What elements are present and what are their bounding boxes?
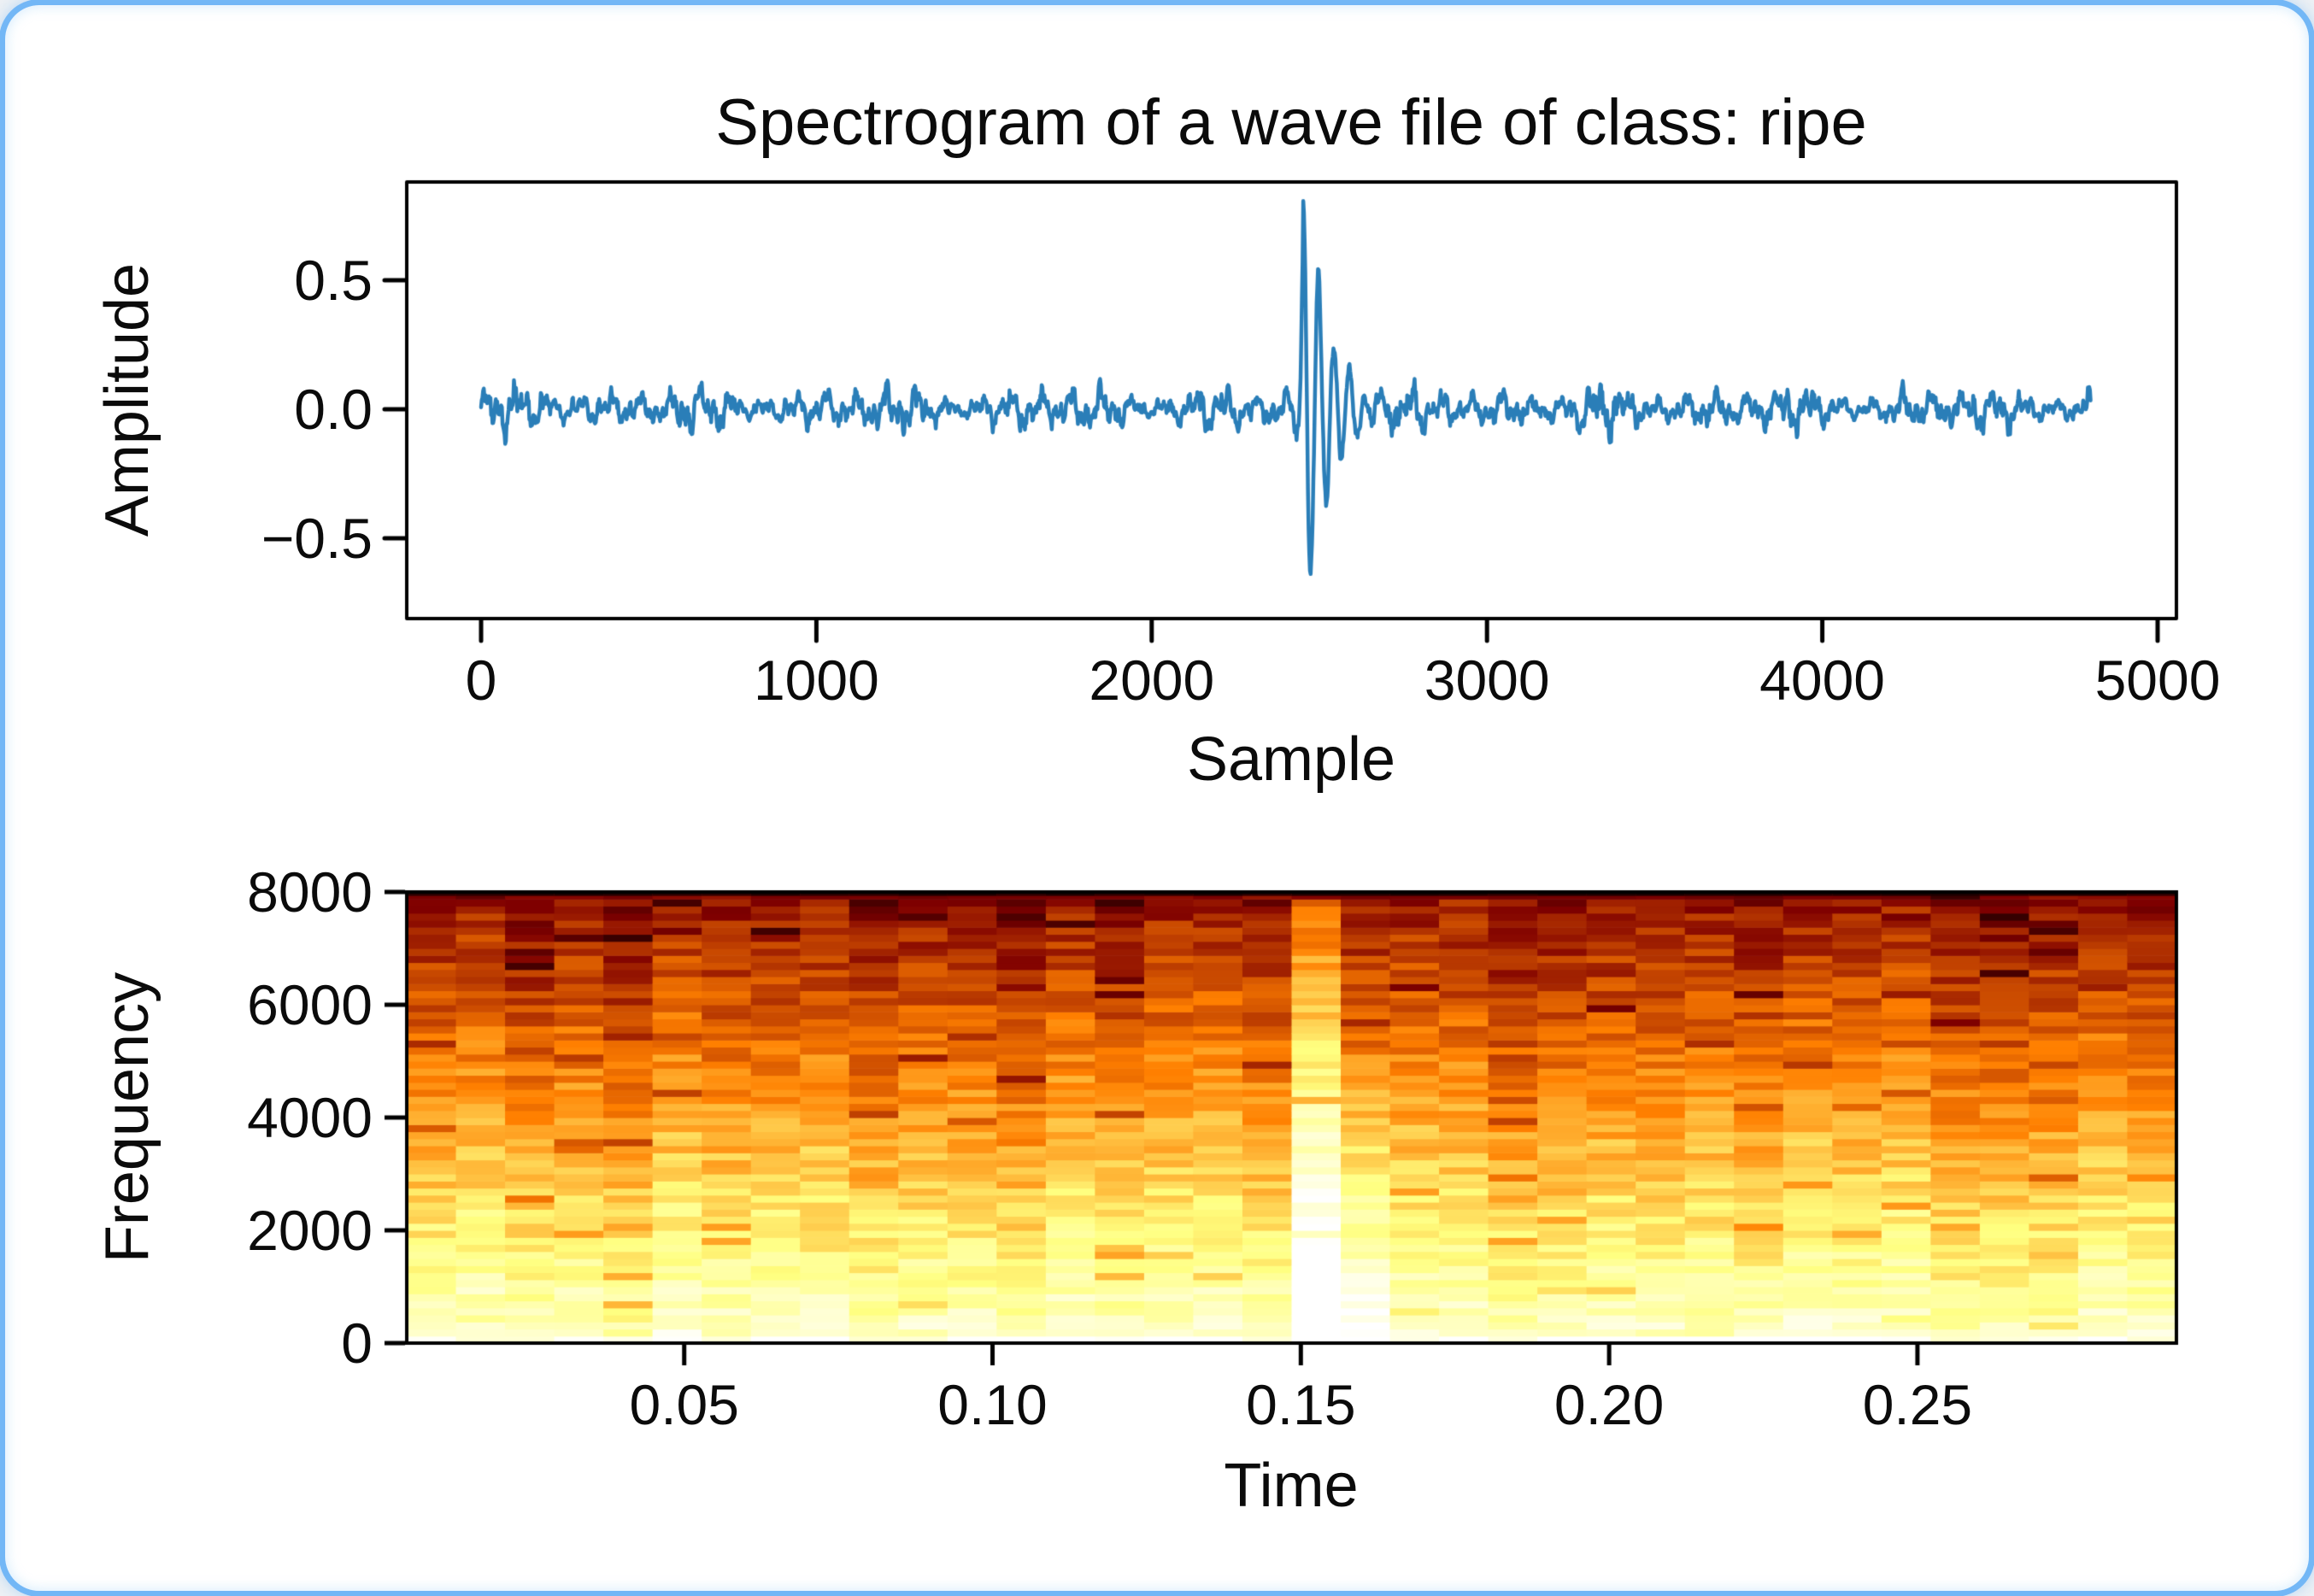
spectrogram-xtick-0.10: 0.10	[937, 1373, 1048, 1436]
spectrogram-xtick-0.25: 0.25	[1862, 1373, 1973, 1436]
spectrogram-ytick-2000: 2000	[247, 1199, 373, 1262]
spectrogram-ytick-6000: 6000	[247, 973, 373, 1036]
waveform-xlabel: Sample	[1186, 725, 1396, 794]
spectrogram-heatmap-canvas	[364, 868, 2210, 1381]
waveform-ytick-0.5: 0.5	[294, 249, 373, 312]
waveform-plot-canvas	[364, 159, 2210, 654]
spectrogram-xtick-0.15: 0.15	[1246, 1373, 1356, 1436]
spectrogram-xtick-0.20: 0.20	[1553, 1373, 1665, 1436]
waveform-xtick-0: 0	[465, 648, 497, 712]
spectrogram-ytick-4000: 4000	[247, 1086, 373, 1149]
waveform-xtick-2000: 2000	[1089, 648, 1215, 712]
figure-title: Spectrogram of a wave file of class: rip…	[715, 86, 1867, 159]
waveform-xtick-5000: 5000	[2094, 648, 2221, 712]
waveform-ytick-0.0: 0.0	[294, 378, 373, 441]
figure-window: Spectrogram of a wave file of class: rip…	[5, 5, 2309, 1591]
spectrogram-ytick-8000: 8000	[247, 860, 373, 924]
waveform-xtick-3000: 3000	[1424, 648, 1550, 712]
spectrogram-xlabel: Time	[1224, 1452, 1359, 1520]
spectrogram-xtick-0.05: 0.05	[629, 1373, 739, 1436]
waveform-ytick-−0.5: −0.5	[261, 507, 373, 570]
waveform-xtick-1000: 1000	[753, 648, 879, 712]
spectrogram-ylabel: Frequency	[93, 971, 162, 1264]
waveform-ylabel: Amplitude	[93, 262, 162, 537]
waveform-xtick-4000: 4000	[1759, 648, 1886, 712]
spectrogram-ytick-0: 0	[341, 1311, 373, 1375]
